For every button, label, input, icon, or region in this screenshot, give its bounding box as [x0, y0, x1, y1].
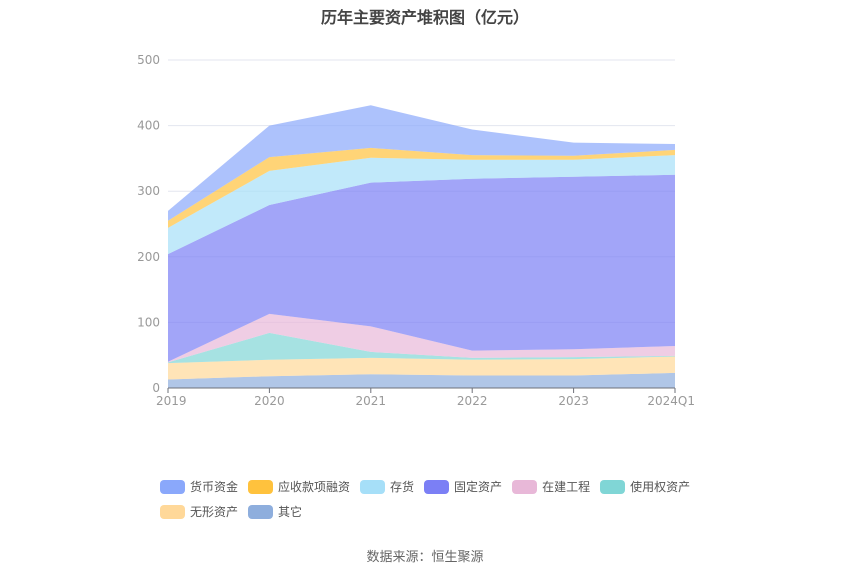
legend-swatch-icon — [360, 479, 386, 494]
legend-swatch-icon — [600, 479, 626, 494]
legend-label: 无形资产 — [190, 505, 239, 519]
legend-item[interactable]: 应收款项融资 — [248, 478, 350, 495]
chart-title: 历年主要资产堆积图（亿元） — [320, 8, 529, 27]
legend-item[interactable]: 使用权资产 — [600, 478, 690, 495]
legend-item[interactable]: 无形资产 — [160, 503, 238, 520]
x-tick-label: 2024Q1 — [647, 394, 695, 408]
area-存货 — [168, 155, 675, 255]
legend-label: 使用权资产 — [630, 480, 691, 494]
legend-label: 货币资金 — [190, 480, 239, 494]
legend-swatch-icon — [512, 479, 538, 494]
legend-label: 应收款项融资 — [278, 480, 351, 494]
x-tick-label: 2021 — [356, 394, 387, 408]
legend-swatch-icon — [160, 479, 185, 494]
legend-row: 无形资产 其它 — [160, 499, 720, 524]
legend-item[interactable]: 货币资金 — [160, 478, 238, 495]
legend-item[interactable]: 其它 — [248, 503, 302, 520]
legend-swatch-icon — [248, 479, 274, 494]
legend-item[interactable]: 存货 — [360, 478, 414, 495]
area-在建工程 — [168, 313, 675, 363]
legend-label: 固定资产 — [454, 480, 503, 494]
legend-label: 在建工程 — [542, 480, 591, 494]
legend-row: 货币资金 应收款项融资 存货 固定资产 在建工程 使用权资产 — [160, 474, 720, 499]
area-其它 — [168, 372, 675, 388]
x-tick-label: 2019 — [156, 394, 187, 408]
x-tick-label: 2022 — [457, 394, 488, 408]
y-tick-label: 500 — [137, 53, 160, 67]
area-应收款项融资 — [168, 147, 675, 228]
x-tick-label: 2020 — [254, 394, 285, 408]
axes: 2019 2020 2021 2022 2023 2024Q1 — [156, 387, 695, 408]
area-无形资产 — [168, 356, 675, 380]
x-tick-label: 2023 — [558, 394, 589, 408]
y-tick-label: 300 — [137, 184, 160, 198]
legend: 货币资金 应收款项融资 存货 固定资产 在建工程 使用权资产无形资产 其它 — [160, 474, 720, 524]
legend-label: 其它 — [278, 505, 303, 519]
area-使用权资产 — [168, 332, 675, 364]
y-tick-label: 400 — [137, 119, 160, 133]
y-tick-label: 100 — [137, 315, 160, 329]
legend-item[interactable]: 在建工程 — [512, 478, 590, 495]
area-series — [168, 105, 675, 388]
legend-item[interactable]: 固定资产 — [424, 478, 502, 495]
area-固定资产 — [168, 174, 675, 362]
legend-swatch-icon — [160, 504, 185, 519]
area-货币资金 — [168, 105, 675, 221]
y-tick-label: 200 — [137, 250, 160, 264]
legend-swatch-icon — [424, 479, 450, 494]
legend-label: 存货 — [390, 480, 415, 494]
legend-swatch-icon — [248, 504, 274, 519]
data-source: 数据来源：恒生聚源 — [366, 550, 484, 565]
y-tick-label: 0 — [152, 381, 160, 395]
